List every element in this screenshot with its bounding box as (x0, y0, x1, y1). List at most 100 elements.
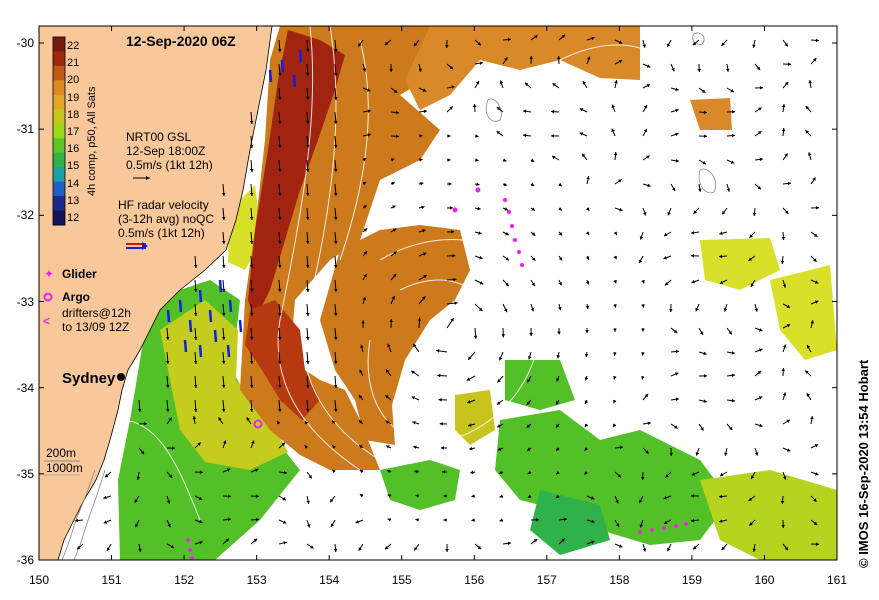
velocity-arrowhead (702, 160, 706, 165)
velocity-arrowhead (526, 424, 531, 428)
velocity-arrowhead (749, 522, 753, 526)
velocity-arrowhead (558, 281, 562, 286)
velocity-arrowhead (756, 66, 761, 71)
velocity-arrowhead (277, 240, 282, 244)
velocity-arrowhead (333, 120, 338, 124)
y-tick-label: -33 (16, 294, 34, 309)
velocity-arrowhead (445, 548, 449, 552)
velocity-arrowhead (641, 280, 645, 284)
velocity-arrowhead (814, 444, 819, 448)
velocity-arrowhead (780, 260, 785, 264)
hf-label-1: HF radar velocity (118, 198, 209, 212)
velocity-arrowhead (393, 251, 397, 255)
velocity-arrowhead (422, 229, 426, 233)
velocity-arrowhead (503, 182, 507, 187)
velocity-arrowhead (719, 231, 723, 235)
velocity-arrowhead (452, 253, 456, 258)
velocity-arrowhead (813, 498, 817, 502)
velocity-arrowhead (781, 236, 786, 240)
velocity-arrowhead (255, 517, 259, 522)
velocity-arrowhead (199, 470, 203, 475)
velocity-arrowhead (730, 160, 735, 164)
velocity-arrowhead (283, 541, 287, 545)
x-tick-label: 153 (246, 573, 267, 587)
velocity-arrowhead (695, 307, 699, 312)
velocity-arrowhead (591, 519, 595, 524)
velocity-arrowhead (468, 423, 472, 427)
velocity-arrowhead (749, 234, 753, 238)
legend-drifters-1: drifters@12h (62, 306, 131, 320)
velocity-arrowhead (305, 96, 310, 100)
velocity-arrowhead (812, 177, 816, 181)
velocity-arrowhead (808, 80, 813, 84)
velocity-arrowhead (333, 168, 338, 172)
velocity-arrowhead (362, 296, 367, 301)
velocity-arrowhead (672, 187, 676, 191)
velocity-arrowhead (305, 336, 310, 340)
velocity-arrowhead (531, 207, 535, 211)
velocity-arrowhead (389, 318, 394, 323)
velocity-arrowhead (504, 57, 508, 61)
colorbar (53, 37, 65, 226)
velocity-arrowhead (422, 252, 427, 256)
velocity-arrowhead (528, 356, 532, 360)
velocity-arrowhead (197, 442, 201, 446)
velocity-arrowhead (731, 373, 735, 378)
velocity-arrowhead (417, 317, 422, 321)
velocity-arrowhead (786, 448, 791, 452)
velocity-arrowhead (691, 472, 696, 476)
velocity-arrowhead (643, 212, 647, 216)
velocity-arrowhead (471, 494, 475, 498)
velocity-arrowhead (413, 42, 418, 47)
velocity-arrowhead (552, 155, 556, 160)
velocity-arrowhead (305, 192, 310, 196)
velocity-arrowhead (305, 120, 310, 124)
velocity-arrowhead (697, 68, 701, 72)
velocity-arrowhead (468, 356, 472, 360)
y-tick-label: -36 (16, 553, 34, 567)
velocity-arrowhead (249, 360, 254, 364)
velocity-arrowhead (814, 280, 819, 284)
velocity-arrowhead (752, 212, 757, 216)
velocity-arrowhead (523, 133, 527, 138)
velocity-arrowhead (582, 153, 586, 158)
colorbar-label: 21 (67, 57, 80, 70)
velocity-arrowhead (221, 408, 226, 412)
velocity-arrowhead (412, 421, 416, 425)
velocity-arrowhead (758, 348, 763, 352)
velocity-arrowhead (447, 134, 451, 138)
velocity-arrowhead (277, 408, 282, 412)
velocity-arrowhead (505, 282, 509, 287)
velocity-arrowhead (392, 205, 396, 209)
velocity-arrowhead (806, 393, 810, 397)
velocity-arrowhead (449, 206, 453, 210)
velocity-arrowhead (332, 469, 336, 474)
velocity-arrowhead (731, 110, 735, 114)
velocity-arrowhead (664, 232, 668, 237)
velocity-arrowhead (358, 43, 362, 47)
velocity-arrowhead (226, 468, 231, 472)
velocity-arrowhead (700, 427, 704, 431)
velocity-arrowhead (422, 88, 427, 92)
velocity-arrowhead (391, 181, 395, 186)
velocity-arrowhead (305, 144, 310, 148)
velocity-arrowhead (332, 445, 336, 449)
velocity-arrowhead (137, 408, 142, 412)
hf-label-2: (3-12h avg) noQC (118, 212, 215, 226)
hf-arrow (208, 309, 213, 323)
velocity-arrowhead (585, 330, 589, 334)
velocity-arrowhead (587, 56, 591, 60)
sst-patch-s3 (505, 360, 575, 410)
y-tick-label: -31 (16, 122, 34, 137)
velocity-arrowhead (748, 257, 753, 261)
velocity-arrowhead (192, 416, 197, 420)
colorbar-label: 19 (67, 91, 80, 104)
velocity-arrowhead (281, 442, 286, 447)
velocity-arrowhead (477, 545, 482, 550)
velocity-arrowhead (305, 420, 309, 425)
velocity-arrowhead (673, 329, 678, 333)
velocity-arrowhead (719, 494, 723, 499)
velocity-arrowhead (579, 132, 584, 136)
velocity-arrowhead (759, 157, 763, 162)
